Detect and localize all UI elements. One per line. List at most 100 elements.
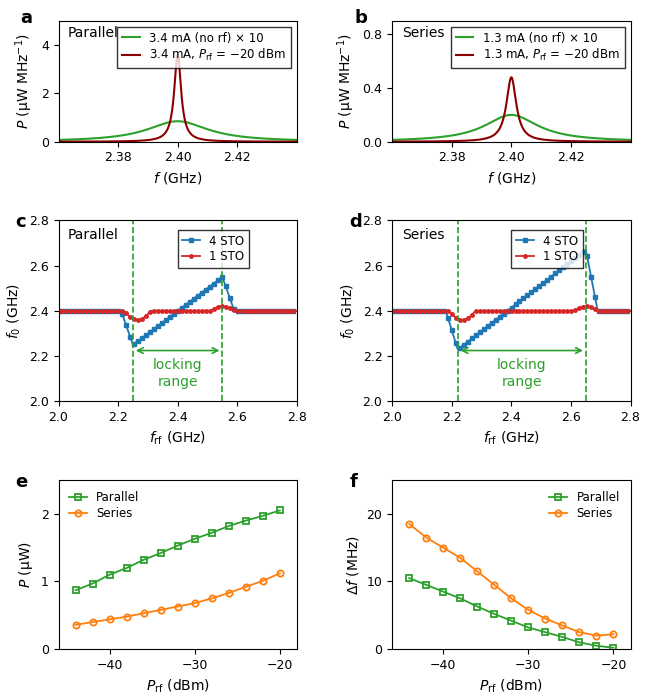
Series [490, 581, 498, 589]
Series [508, 594, 515, 602]
4 STO [293, 306, 301, 315]
Line: Series: Series [72, 570, 283, 628]
Series [593, 632, 601, 640]
Series [157, 606, 164, 614]
Series [276, 569, 283, 577]
3.4 mA (no rf) × 10 [55, 135, 62, 144]
Series [439, 544, 447, 552]
X-axis label: $P_{\rm rf}$ (dBm): $P_{\rm rf}$ (dBm) [479, 678, 543, 695]
Series [225, 589, 233, 597]
4 STO [116, 306, 124, 315]
Line: Series: Series [406, 521, 617, 639]
Line: 1.3 mA, $P_{\rm rf}$ = −20 dBm: 1.3 mA, $P_{\rm rf}$ = −20 dBm [392, 77, 630, 142]
Line: 3.4 mA, $P_{\rm rf}$ = −20 dBm: 3.4 mA, $P_{\rm rf}$ = −20 dBm [58, 54, 297, 142]
Line: 4 STO: 4 STO [391, 248, 632, 351]
1 STO [529, 306, 537, 315]
Text: d: d [349, 213, 362, 231]
1.3 mA (no rf) × 10 [508, 111, 515, 119]
3.4 mA, $P_{\rm rf}$ = −20 dBm [82, 138, 90, 146]
Parallel [225, 522, 233, 530]
Y-axis label: $\Delta f$ (MHz): $\Delta f$ (MHz) [345, 535, 361, 595]
4 STO [529, 287, 537, 295]
Text: Parallel: Parallel [68, 228, 119, 242]
Line: Parallel: Parallel [406, 575, 617, 651]
4 STO [430, 306, 438, 315]
1.3 mA (no rf) × 10 [622, 135, 630, 144]
Line: 1 STO: 1 STO [391, 304, 632, 322]
Parallel [174, 542, 181, 550]
Text: f: f [349, 473, 357, 491]
1.3 mA (no rf) × 10 [627, 135, 634, 144]
3.4 mA (no rf) × 10 [174, 117, 181, 126]
4 STO [388, 306, 396, 315]
Parallel [276, 506, 283, 514]
1 STO [458, 315, 466, 324]
Parallel [242, 517, 250, 525]
1 STO [582, 302, 590, 311]
4 STO [97, 306, 105, 315]
Series [422, 533, 430, 542]
Parallel [593, 641, 601, 650]
3.4 mA (no rf) × 10 [156, 121, 164, 129]
1 STO [568, 306, 576, 315]
1.3 mA, $P_{\rm rf}$ = −20 dBm [622, 138, 630, 146]
4 STO [627, 306, 634, 315]
3.4 mA, $P_{\rm rf}$ = −20 dBm [55, 138, 62, 146]
1 STO [235, 306, 242, 315]
1 STO [196, 306, 203, 315]
Text: Series: Series [402, 26, 444, 40]
Text: b: b [354, 9, 367, 27]
Y-axis label: $f_0$ (GHz): $f_0$ (GHz) [339, 283, 357, 339]
Series [558, 621, 566, 630]
Legend: 3.4 mA (no rf) × 10, 3.4 mA, $P_{\rm rf}$ = −20 dBm: 3.4 mA (no rf) × 10, 3.4 mA, $P_{\rm rf}… [118, 27, 291, 68]
Line: 4 STO: 4 STO [57, 276, 298, 346]
Series [88, 618, 96, 626]
Y-axis label: $P$ (μW MHz$^{-1}$): $P$ (μW MHz$^{-1}$) [335, 34, 357, 129]
1 STO [55, 306, 62, 315]
Series [406, 520, 413, 528]
Series [575, 628, 583, 637]
1.3 mA, $P_{\rm rf}$ = −20 dBm [596, 138, 604, 146]
1 STO [97, 306, 105, 315]
3.4 mA (no rf) × 10 [146, 124, 154, 133]
Series [174, 602, 181, 611]
Parallel [439, 588, 447, 596]
4 STO [55, 306, 62, 315]
Y-axis label: $P$ (μW MHz$^{-1}$): $P$ (μW MHz$^{-1}$) [14, 34, 35, 129]
Parallel [558, 633, 566, 641]
Parallel [406, 574, 413, 582]
4 STO [235, 306, 242, 315]
Parallel [191, 535, 199, 543]
3.4 mA, $P_{\rm rf}$ = −20 dBm [289, 138, 296, 146]
Parallel [208, 528, 216, 537]
Text: Parallel: Parallel [68, 26, 119, 40]
1 STO [548, 306, 556, 315]
Text: a: a [20, 9, 32, 27]
Parallel [575, 638, 583, 646]
3.4 mA, $P_{\rm rf}$ = −20 dBm [96, 138, 104, 146]
Legend: 1.3 mA (no rf) × 10, 1.3 mA, $P_{\rm rf}$ = −20 dBm: 1.3 mA (no rf) × 10, 1.3 mA, $P_{\rm rf}… [451, 27, 625, 68]
4 STO [214, 276, 222, 284]
X-axis label: $f$ (GHz): $f$ (GHz) [487, 170, 536, 186]
3.4 mA (no rf) × 10 [263, 135, 270, 143]
Parallel [508, 616, 515, 625]
1 STO [450, 311, 458, 320]
X-axis label: $f_{\rm rf}$ (GHz): $f_{\rm rf}$ (GHz) [483, 430, 540, 447]
Text: c: c [16, 213, 26, 231]
1.3 mA, $P_{\rm rf}$ = −20 dBm [388, 138, 396, 146]
1 STO [293, 306, 301, 315]
1 STO [162, 306, 170, 315]
Parallel [72, 586, 79, 595]
1 STO [627, 306, 634, 315]
1 STO [497, 306, 504, 315]
Series [610, 630, 617, 639]
1.3 mA (no rf) × 10 [415, 135, 423, 143]
Series [106, 615, 114, 623]
1 STO [388, 306, 396, 315]
3.4 mA, $P_{\rm rf}$ = −20 dBm [146, 135, 154, 144]
Series [473, 567, 481, 576]
X-axis label: $f$ (GHz): $f$ (GHz) [153, 170, 202, 186]
Parallel [541, 628, 549, 637]
Series [123, 612, 131, 621]
3.4 mA (no rf) × 10 [96, 134, 104, 142]
